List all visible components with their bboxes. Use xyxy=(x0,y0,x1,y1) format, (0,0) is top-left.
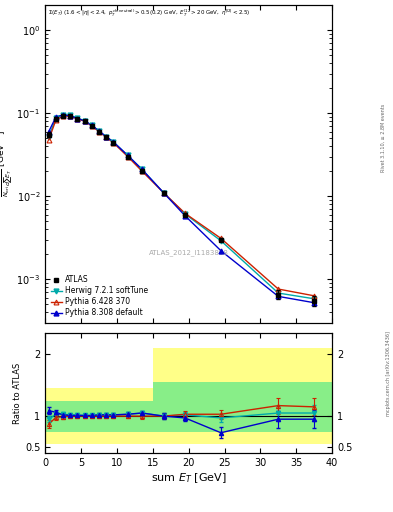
Text: $\Sigma(E_T)\ (1.6 < |\eta| < 2.4,\ p_T^{ch(neutral)} > 0.5(0.2)\ \mathrm{GeV},\: $\Sigma(E_T)\ (1.6 < |\eta| < 2.4,\ p_T^… xyxy=(48,7,250,17)
X-axis label: sum $E_T$ [GeV]: sum $E_T$ [GeV] xyxy=(151,471,226,484)
Y-axis label: $\frac{1}{N_\mathrm{ori}}\frac{dN_\mathrm{ori}}{d\!\sum\! E_T}$ [GeV$^{-1}$]: $\frac{1}{N_\mathrm{ori}}\frac{dN_\mathr… xyxy=(0,130,15,198)
Y-axis label: Ratio to ATLAS: Ratio to ATLAS xyxy=(13,362,22,423)
Legend: ATLAS, Herwig 7.2.1 softTune, Pythia 6.428 370, Pythia 8.308 default: ATLAS, Herwig 7.2.1 softTune, Pythia 6.4… xyxy=(49,274,150,319)
Text: Rivet 3.1.10, ≥ 2.8M events: Rivet 3.1.10, ≥ 2.8M events xyxy=(381,104,386,173)
Text: ATLAS_2012_I1183818: ATLAS_2012_I1183818 xyxy=(149,249,229,256)
Text: mcplots.cern.ch [arXiv:1306.3436]: mcplots.cern.ch [arXiv:1306.3436] xyxy=(386,331,391,416)
